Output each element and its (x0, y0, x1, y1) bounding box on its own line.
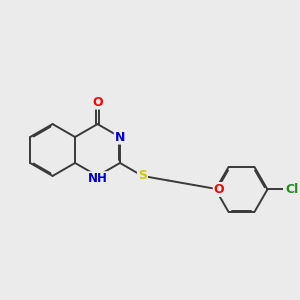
Text: N: N (115, 130, 125, 143)
Text: O: O (92, 95, 103, 109)
Text: S: S (138, 169, 147, 182)
Text: NH: NH (88, 172, 107, 185)
Text: Cl: Cl (286, 183, 299, 196)
Text: O: O (214, 183, 224, 196)
